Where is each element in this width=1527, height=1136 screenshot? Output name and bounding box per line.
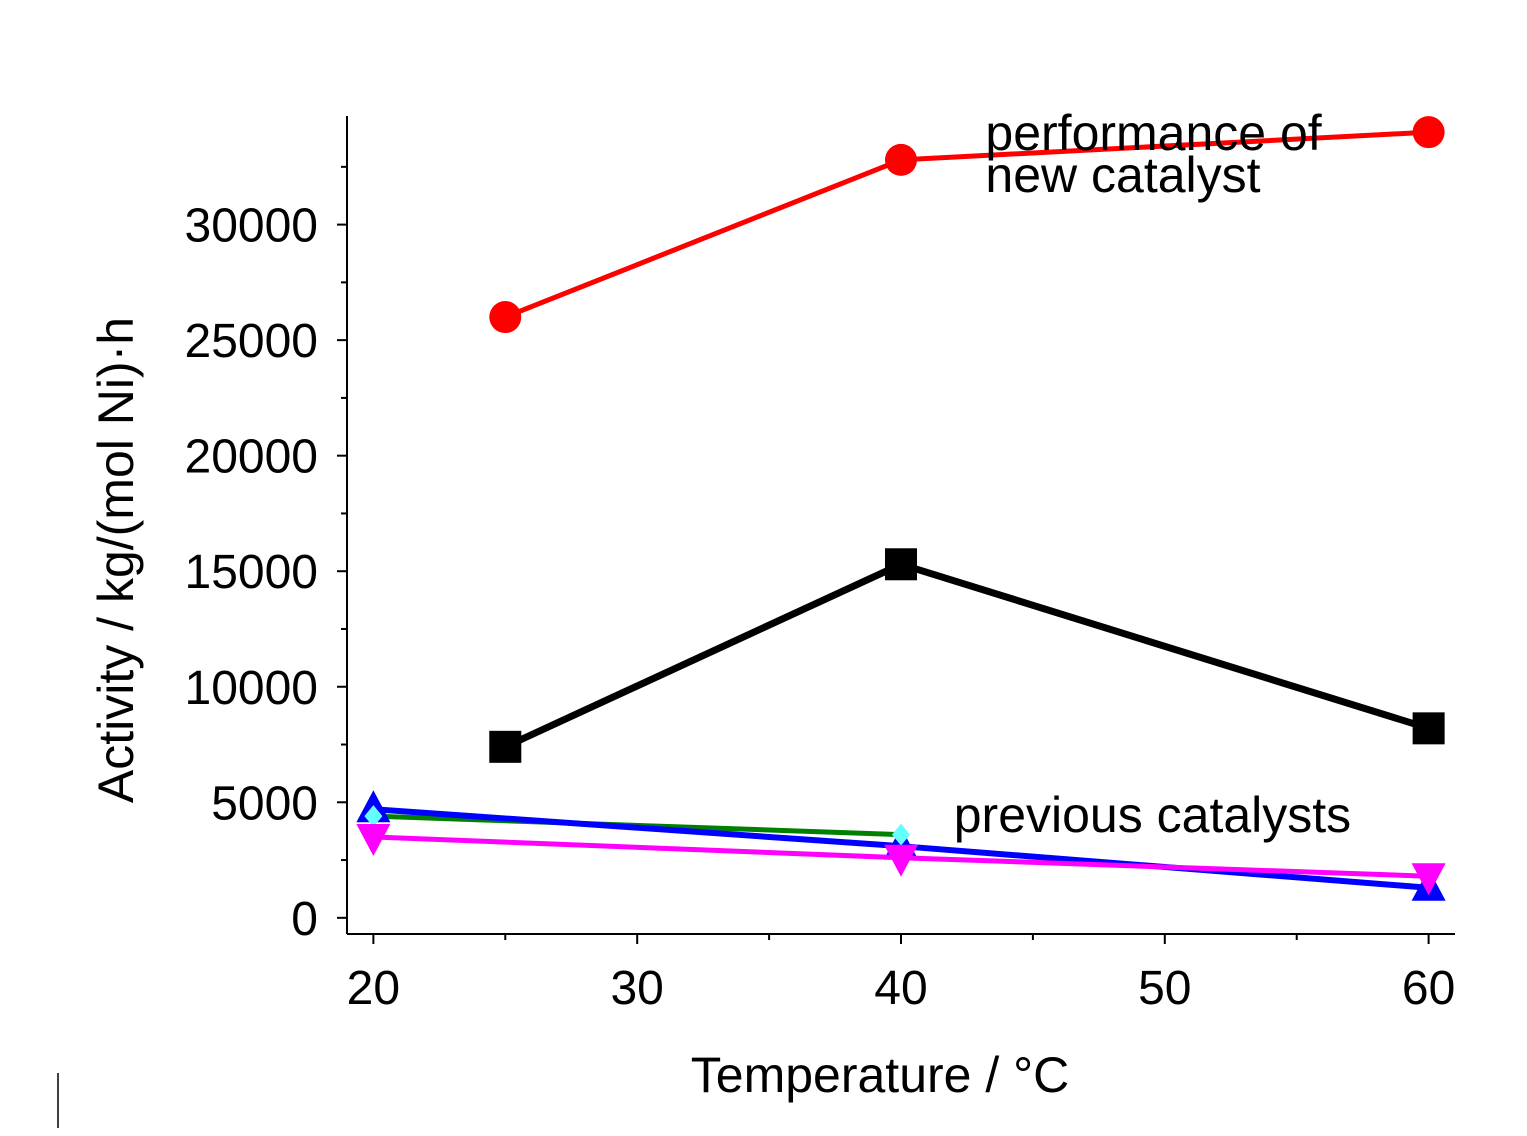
- y-tick-label-30000: 30000: [185, 200, 318, 253]
- y-tick-label-25000: 25000: [185, 315, 318, 368]
- series-5-point-0: [356, 823, 391, 856]
- y-tick-label-0: 0: [291, 893, 318, 946]
- series-1-line: [503, 560, 1430, 751]
- x-axis-title: Temperature / °C: [691, 1047, 1069, 1103]
- series-layer: [356, 116, 1446, 901]
- annotation-0: performance of: [985, 105, 1321, 161]
- y-axis-title: Activity / kg/(mol Ni)·h: [88, 317, 144, 803]
- y-tick-label-15000: 15000: [185, 546, 318, 599]
- series-5-point-1: [884, 844, 918, 877]
- series-1-point-0: [489, 730, 522, 763]
- x-tick-label-30: 30: [610, 962, 663, 1015]
- series-1-point-2: [1412, 712, 1445, 745]
- x-tick-label-60: 60: [1402, 962, 1455, 1015]
- annotation-2: previous catalysts: [954, 787, 1351, 843]
- series-4-point-1: [892, 823, 910, 846]
- series-0-point-0: [489, 301, 522, 334]
- series-0-point-1: [885, 143, 917, 176]
- x-tick-label-20: 20: [347, 962, 400, 1015]
- axis-ticks: 20 30 40 50 60 0 5000 10000 15000 20000 25000 30000: [185, 165, 1455, 1015]
- y-tick-label-20000: 20000: [185, 431, 318, 484]
- y-tick-label-5000: 5000: [211, 777, 318, 830]
- y-tick-label-10000: 10000: [185, 662, 318, 715]
- series-5-point-2: [1411, 863, 1446, 896]
- annotation-1: new catalyst: [985, 147, 1260, 203]
- series-1-point-1: [885, 548, 917, 581]
- x-tick-label-40: 40: [874, 962, 927, 1015]
- series-4-point-0: [364, 805, 383, 828]
- x-tick-label-50: 50: [1138, 962, 1191, 1015]
- series-0-point-2: [1412, 116, 1445, 149]
